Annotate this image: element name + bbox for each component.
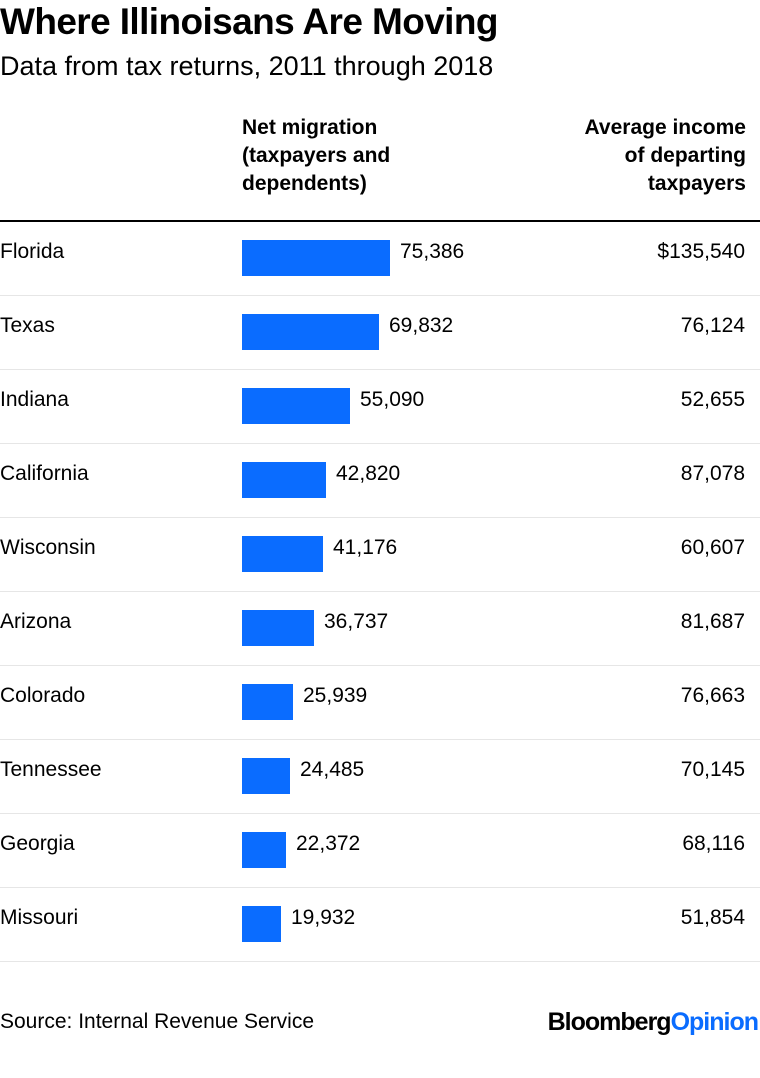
migration-bar <box>242 684 293 720</box>
migration-bar <box>242 610 314 646</box>
state-label: Texas <box>0 314 55 337</box>
migration-bar <box>242 388 350 424</box>
table-row: Tennessee 24,485 70,145 <box>0 740 760 814</box>
table-row: Georgia 22,372 68,116 <box>0 814 760 888</box>
income-value-label: 51,854 <box>680 906 745 929</box>
migration-value-label: 42,820 <box>336 462 401 485</box>
table-row: Missouri 19,932 51,854 <box>0 888 760 962</box>
migration-value-label: 24,485 <box>300 758 365 781</box>
state-label: Colorado <box>0 684 86 707</box>
income-value-label: 81,687 <box>680 610 745 633</box>
column-header-net-migration-line: (taxpayers and <box>242 144 391 167</box>
table-row: Texas 69,832 76,124 <box>0 296 760 370</box>
chart-rows: Florida 75,386 $135,540 Texas 69,832 76,124 In… <box>0 222 760 962</box>
column-header-average-income: Average income of departing taxpayers <box>500 114 746 198</box>
table-row: Wisconsin 41,176 60,607 <box>0 518 760 592</box>
income-value-label: 60,607 <box>680 536 745 559</box>
migration-value-label: 69,832 <box>389 314 454 337</box>
column-header-net-migration: Net migration (taxpayers and dependents) <box>242 114 502 198</box>
state-label: Tennessee <box>0 758 102 781</box>
state-label: Florida <box>0 240 65 263</box>
logo-section: Opinion <box>670 1008 759 1036</box>
income-value-label: $135,540 <box>657 240 745 263</box>
migration-bar <box>242 832 286 868</box>
table-row: California 42,820 87,078 <box>0 444 760 518</box>
migration-bar <box>242 240 390 276</box>
table-row: Arizona 36,737 81,687 <box>0 592 760 666</box>
source-note: Source: Internal Revenue Service <box>0 1010 315 1033</box>
migration-bar <box>242 462 326 498</box>
migration-value-label: 75,386 <box>400 240 465 263</box>
migration-bar <box>242 906 281 942</box>
income-value-label: 68,116 <box>682 832 745 855</box>
migration-value-label: 19,932 <box>291 906 356 929</box>
migration-bar <box>242 536 323 572</box>
migration-value-label: 55,090 <box>360 388 425 411</box>
migration-bar <box>242 758 290 794</box>
state-label: Wisconsin <box>0 536 96 559</box>
state-label: Missouri <box>0 906 79 929</box>
income-value-label: 76,124 <box>680 314 745 337</box>
logo-brand: Bloomberg <box>547 1008 672 1036</box>
state-label: Georgia <box>0 832 75 855</box>
table-row: Indiana 55,090 52,655 <box>0 370 760 444</box>
column-header-average-income-line: of departing <box>624 144 746 167</box>
migration-value-label: 41,176 <box>333 536 398 559</box>
income-value-label: 70,145 <box>680 758 745 781</box>
state-label: California <box>0 462 89 485</box>
migration-value-label: 25,939 <box>303 684 368 707</box>
state-label: Arizona <box>0 610 72 633</box>
table-row: Colorado 25,939 76,663 <box>0 666 760 740</box>
chart-subtitle: Data from tax returns, 2011 through 2018 <box>0 51 494 81</box>
bloomberg-opinion-logo: BloombergOpinion <box>547 1006 759 1038</box>
migration-value-label: 22,372 <box>296 832 361 855</box>
state-label: Indiana <box>0 388 69 411</box>
table-row: Florida 75,386 $135,540 <box>0 222 760 296</box>
column-header-net-migration-line: dependents) <box>242 172 367 195</box>
column-header-average-income-line: taxpayers <box>647 172 746 195</box>
income-value-label: 87,078 <box>680 462 745 485</box>
migration-value-label: 36,737 <box>324 610 389 633</box>
migration-bar <box>242 314 379 350</box>
income-value-label: 52,655 <box>680 388 745 411</box>
chart-title: Where Illinoisans Are Moving <box>0 1 498 42</box>
column-header-average-income-line: Average income <box>584 116 746 139</box>
column-header-net-migration-line: Net migration <box>242 116 378 139</box>
income-value-label: 76,663 <box>680 684 745 707</box>
header-rule <box>0 220 760 222</box>
